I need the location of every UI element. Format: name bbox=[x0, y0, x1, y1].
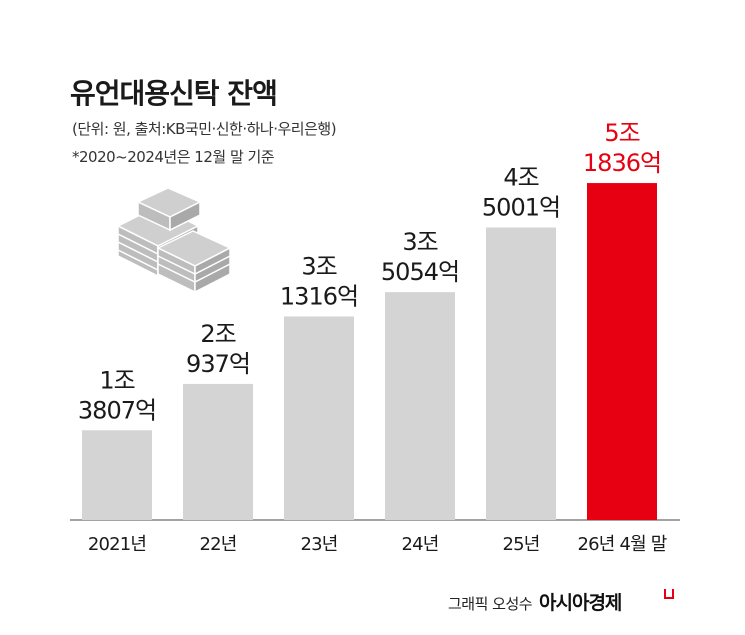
bar bbox=[284, 316, 354, 520]
data-label: 4조 bbox=[503, 163, 538, 191]
data-label: 937억 bbox=[186, 350, 250, 378]
data-label: 2조 bbox=[200, 320, 235, 348]
x-tick-label: 25년 bbox=[502, 534, 539, 555]
data-label: 5001억 bbox=[482, 193, 560, 221]
brand-mark-icon bbox=[664, 589, 674, 599]
bar bbox=[587, 183, 657, 521]
data-label: 3807억 bbox=[78, 396, 156, 424]
money-stack-icon bbox=[116, 187, 232, 294]
chart-title: 유언대용신탁 잔액 bbox=[70, 77, 278, 110]
x-tick-label: 24년 bbox=[401, 534, 438, 555]
graphic-credit: 그래픽 오성수 bbox=[448, 595, 533, 613]
x-tick-label: 2021년 bbox=[88, 534, 146, 555]
x-tick-label: 26년 4월 말 bbox=[577, 534, 666, 555]
data-label: 3조 bbox=[301, 252, 336, 280]
bar bbox=[82, 430, 152, 520]
data-label: 5조 bbox=[604, 119, 639, 147]
x-tick-label: 23년 bbox=[300, 534, 337, 555]
data-label: 1316억 bbox=[280, 282, 358, 310]
bar bbox=[183, 383, 253, 520]
x-tick-label: 22년 bbox=[199, 534, 236, 555]
basis-note: *2020~2024년은 12월 말 기준 bbox=[72, 148, 275, 166]
data-label: 5054억 bbox=[381, 258, 459, 286]
brand-logo-text: 아시아경제 bbox=[539, 592, 622, 614]
bar bbox=[385, 292, 455, 520]
data-label: 3조 bbox=[402, 228, 437, 256]
unit-source-note: (단위: 원, 출처:KB국민·신한·하나·우리은행) bbox=[72, 120, 337, 138]
data-label: 1조 bbox=[99, 366, 134, 394]
bar bbox=[486, 227, 556, 520]
data-label: 1836억 bbox=[583, 149, 661, 177]
